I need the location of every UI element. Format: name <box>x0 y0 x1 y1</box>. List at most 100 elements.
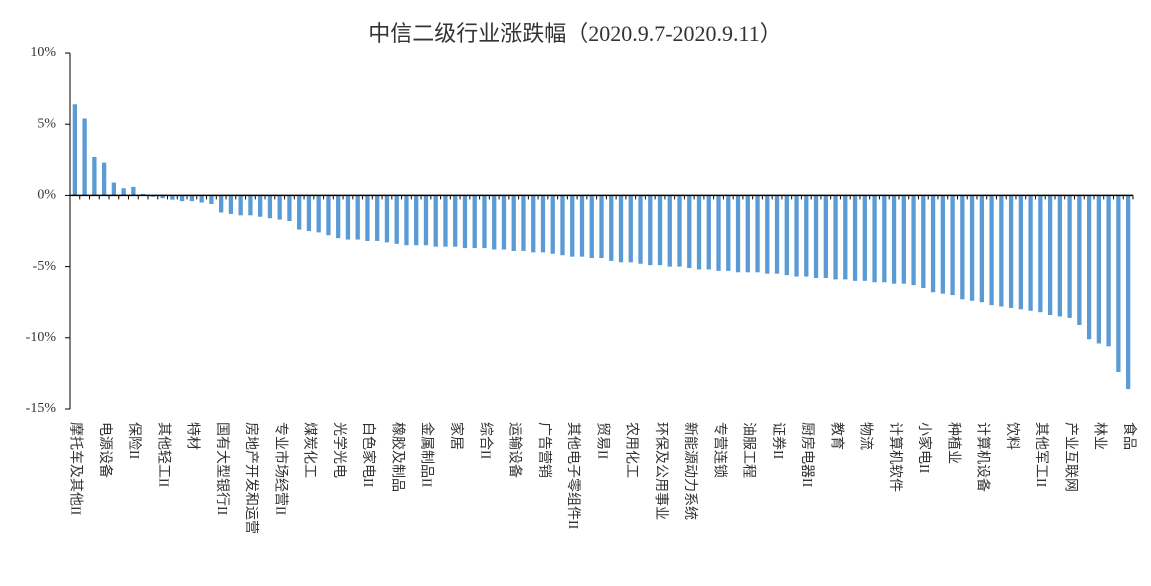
bar <box>843 195 848 280</box>
x-tick-label: 油服工程 <box>741 422 757 478</box>
bar <box>618 195 624 263</box>
bar <box>862 195 867 281</box>
bar <box>882 195 887 283</box>
bar <box>745 195 750 273</box>
x-tick-label: 专业市场经营II <box>272 422 289 516</box>
x-tick-label: 煤炭化工 <box>302 422 318 478</box>
x-tick-label: 证券II <box>770 422 786 460</box>
bar <box>570 195 575 257</box>
bar <box>648 195 653 266</box>
x-tick-label: 教育 <box>828 422 844 450</box>
x-tick-label: 金属制品II <box>419 422 435 488</box>
bar <box>804 195 809 277</box>
bar <box>1116 195 1121 372</box>
bar <box>638 195 643 264</box>
x-tick-label: 其他电子零组件II <box>565 422 581 530</box>
bar <box>453 195 458 247</box>
bar <box>560 195 565 256</box>
bar <box>433 195 438 247</box>
bar <box>579 195 585 257</box>
bar <box>755 195 760 273</box>
y-tick-label: 0% <box>37 188 56 203</box>
bar <box>326 195 331 236</box>
bar <box>950 195 955 296</box>
x-tick-label: 计算机软件 <box>887 422 903 492</box>
bar <box>765 195 770 274</box>
chart-title: 中信二级行业涨跌幅（2020.9.7-2020.9.11） <box>368 21 782 46</box>
bar <box>891 195 897 284</box>
bar <box>969 195 975 301</box>
bar <box>1086 195 1092 340</box>
bar <box>111 182 117 196</box>
bar <box>92 156 97 196</box>
x-tick-label: 其他军工II <box>1033 422 1049 488</box>
bar <box>414 195 419 246</box>
bar <box>423 195 429 246</box>
x-tick-label: 林业 <box>1092 422 1108 450</box>
x-tick-label: 贸易II <box>594 422 610 460</box>
x-tick-label: 保险II <box>126 422 142 460</box>
bar <box>628 195 633 263</box>
bar <box>297 195 302 230</box>
x-tick-label: 橡胶及制品 <box>389 422 406 492</box>
bar <box>287 195 292 222</box>
x-tick-label: 农用化工 <box>624 422 640 478</box>
bar <box>1096 195 1102 344</box>
bar <box>735 195 741 273</box>
bar <box>589 195 594 259</box>
bar <box>774 195 780 274</box>
bar <box>82 118 87 196</box>
bar <box>189 195 195 202</box>
bar <box>228 195 234 214</box>
x-tick-label: 种植业 <box>945 422 961 464</box>
x-tick-label: 饮料 <box>1004 422 1020 450</box>
bar <box>930 195 936 293</box>
bar <box>1057 195 1063 317</box>
bar <box>921 195 926 288</box>
bar <box>1067 195 1072 318</box>
bar <box>1028 195 1033 311</box>
bar <box>911 195 916 286</box>
bar <box>531 195 536 253</box>
x-tick-label: 物流 <box>858 422 874 450</box>
bar <box>365 195 370 241</box>
bar <box>1008 195 1014 308</box>
bar <box>267 195 273 219</box>
bar <box>609 195 614 261</box>
x-tick-label: 白色家电II <box>360 422 377 488</box>
bar <box>794 195 799 277</box>
y-tick-label: -10% <box>26 330 57 345</box>
x-tick-label: 专营连锁 <box>711 422 727 478</box>
x-tick-label: 房地产开发和运营 <box>243 422 259 534</box>
y-tick-label: -15% <box>26 401 57 416</box>
bar <box>336 195 341 239</box>
bar <box>784 195 789 276</box>
bar <box>72 104 78 196</box>
bar <box>277 195 282 220</box>
y-tick-label: -5% <box>33 259 57 274</box>
bar <box>1077 195 1082 325</box>
bar <box>384 195 390 243</box>
bar <box>677 195 682 267</box>
bar <box>101 162 107 196</box>
bar <box>180 195 185 202</box>
bar <box>1106 195 1111 347</box>
bar <box>443 195 448 247</box>
bar <box>989 195 994 306</box>
bar <box>657 195 663 266</box>
bar <box>199 195 204 203</box>
bar <box>599 195 604 259</box>
bar <box>511 195 516 251</box>
bar <box>999 195 1004 307</box>
bar <box>960 195 965 300</box>
x-tick-label: 综合II <box>477 422 493 460</box>
x-tick-label: 小家电II <box>916 422 933 474</box>
x-tick-label: 环保及公用事业 <box>653 422 669 520</box>
y-tick-label: 5% <box>37 116 56 131</box>
bar <box>1125 195 1131 390</box>
x-tick-label: 新能源动力系统 <box>682 422 698 520</box>
x-tick-label: 国有大型银行II <box>214 422 230 516</box>
bar <box>345 195 351 240</box>
bar <box>472 195 477 249</box>
